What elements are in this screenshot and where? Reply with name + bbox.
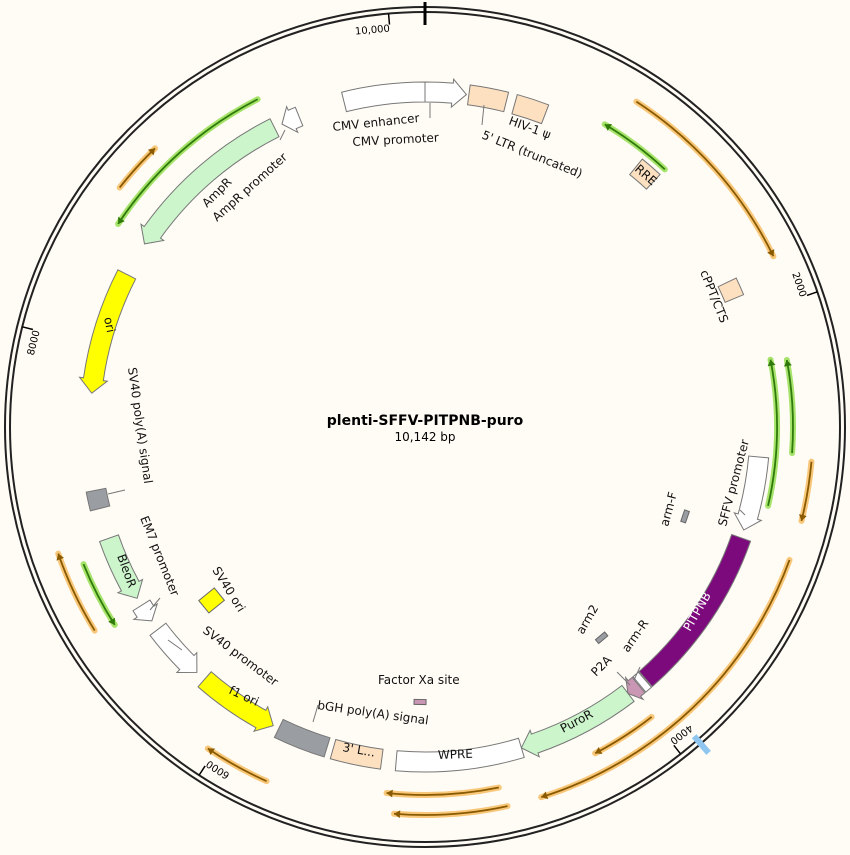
- primer-arrowhead: [118, 216, 125, 224]
- primer-arrowhead: [767, 359, 776, 367]
- feature-label[interactable]: ori: [101, 316, 118, 334]
- primer-arrowhead: [798, 514, 807, 521]
- site-marker: [691, 734, 711, 755]
- primer-glow: [55, 550, 98, 634]
- primer-arrowhead: [394, 810, 401, 819]
- feature-label[interactable]: WPRE: [438, 747, 473, 762]
- inner-feature-sv40-ori: [198, 587, 226, 614]
- primer-arrow: [592, 713, 655, 757]
- feature-label[interactable]: EM7 promoter: [137, 514, 182, 598]
- primer-arrow: [633, 98, 777, 260]
- feature-sv40-promoter: [149, 622, 198, 673]
- feature-cmv-enhancer: [341, 81, 426, 113]
- feature-sv40-poly-a-signal: [85, 487, 111, 512]
- feature-sffv-promoter: [733, 455, 770, 531]
- feature-label[interactable]: arm-R: [619, 617, 651, 655]
- feature-ampr-promoter: [281, 105, 304, 134]
- tick-mark: [198, 765, 206, 776]
- primer-arrowhead: [147, 148, 156, 156]
- feature-bgh-poly-a-signal: [273, 718, 331, 758]
- tick-mark: [806, 291, 818, 297]
- plasmid-length: 10,142 bp: [394, 430, 455, 444]
- features: [78, 77, 770, 773]
- feature-bleor: [98, 534, 144, 599]
- feature-ampr: [140, 118, 280, 245]
- feature-label[interactable]: P2A: [588, 652, 615, 679]
- primer-arrowhead: [56, 553, 64, 561]
- feature-label[interactable]: arm-F: [657, 490, 680, 528]
- feature-cppt-cts: [717, 277, 745, 303]
- leader-lines: [107, 103, 746, 723]
- primer-arrow: [55, 550, 98, 634]
- feature-ori: [78, 269, 137, 394]
- feature-em7-promoter: [132, 599, 159, 622]
- primer-glow: [601, 121, 668, 173]
- primer-arrow: [115, 96, 261, 227]
- primer-arrow: [538, 556, 793, 801]
- feature-label[interactable]: CMV promoter: [352, 130, 439, 149]
- tick-mark: [387, 13, 391, 25]
- primer-arrowhead: [541, 791, 549, 800]
- primer-arrowhead: [604, 124, 612, 131]
- tick-label: 2000: [789, 271, 808, 299]
- feature-rre: [629, 158, 661, 190]
- inner-feature-arm-f: [680, 509, 691, 524]
- primer-arrow: [765, 356, 780, 509]
- tick-label: 8000: [26, 329, 43, 356]
- primer-line: [393, 805, 508, 816]
- primer-arrow: [80, 561, 118, 628]
- tick-label: 10,000: [355, 24, 391, 38]
- inner-feature-factor-xa-site: [413, 698, 427, 706]
- primer-arrowhead: [595, 746, 603, 754]
- feature-cmv-promoter: [424, 77, 468, 109]
- feature-wpre: [394, 737, 525, 773]
- primer-arrow: [783, 357, 796, 457]
- feature-3-l-: [329, 738, 384, 770]
- primer-arrow: [116, 145, 159, 191]
- feature-label[interactable]: RRE: [632, 162, 659, 188]
- primer-line: [767, 359, 778, 507]
- primer-arrow: [204, 745, 270, 785]
- primer-arrow: [798, 458, 815, 524]
- primer-arrow: [391, 803, 511, 819]
- feature-pitpnb: [638, 533, 752, 688]
- feature-f1-ori: [197, 671, 274, 733]
- primer-arrow: [601, 121, 668, 173]
- primer-arrowhead: [108, 617, 115, 625]
- primer-line: [635, 100, 775, 257]
- primer-line: [540, 559, 791, 799]
- inner-feature-arm2: [594, 631, 609, 645]
- primer-arrowhead: [783, 360, 792, 367]
- feature-hiv-1-: [511, 93, 550, 125]
- tick-mark: [673, 744, 682, 755]
- primers: [55, 96, 815, 819]
- primer-arrowhead: [386, 789, 393, 798]
- feature-label[interactable]: arm2: [573, 602, 601, 636]
- feature-label[interactable]: bGH poly(A) signal: [317, 698, 430, 727]
- primer-arrowhead: [767, 249, 775, 257]
- feature-label[interactable]: 3' L...: [341, 740, 376, 759]
- plasmid-name: plenti-SFFV-PITPNB-puro: [327, 413, 524, 429]
- primer-arrow: [383, 784, 502, 798]
- tick-mark: [22, 326, 34, 331]
- primer-arrowhead: [207, 748, 215, 756]
- feature-label[interactable]: Factor Xa site: [378, 673, 460, 687]
- primer-line: [117, 98, 259, 225]
- primer-glow: [538, 556, 793, 801]
- feature-5-ltr-truncated-: [467, 84, 510, 113]
- feature-label[interactable]: SV40 poly(A) signal: [125, 366, 155, 484]
- primer-line: [386, 786, 499, 796]
- feature-p2a: [624, 675, 646, 701]
- feature-label[interactable]: CMV enhancer: [332, 111, 420, 134]
